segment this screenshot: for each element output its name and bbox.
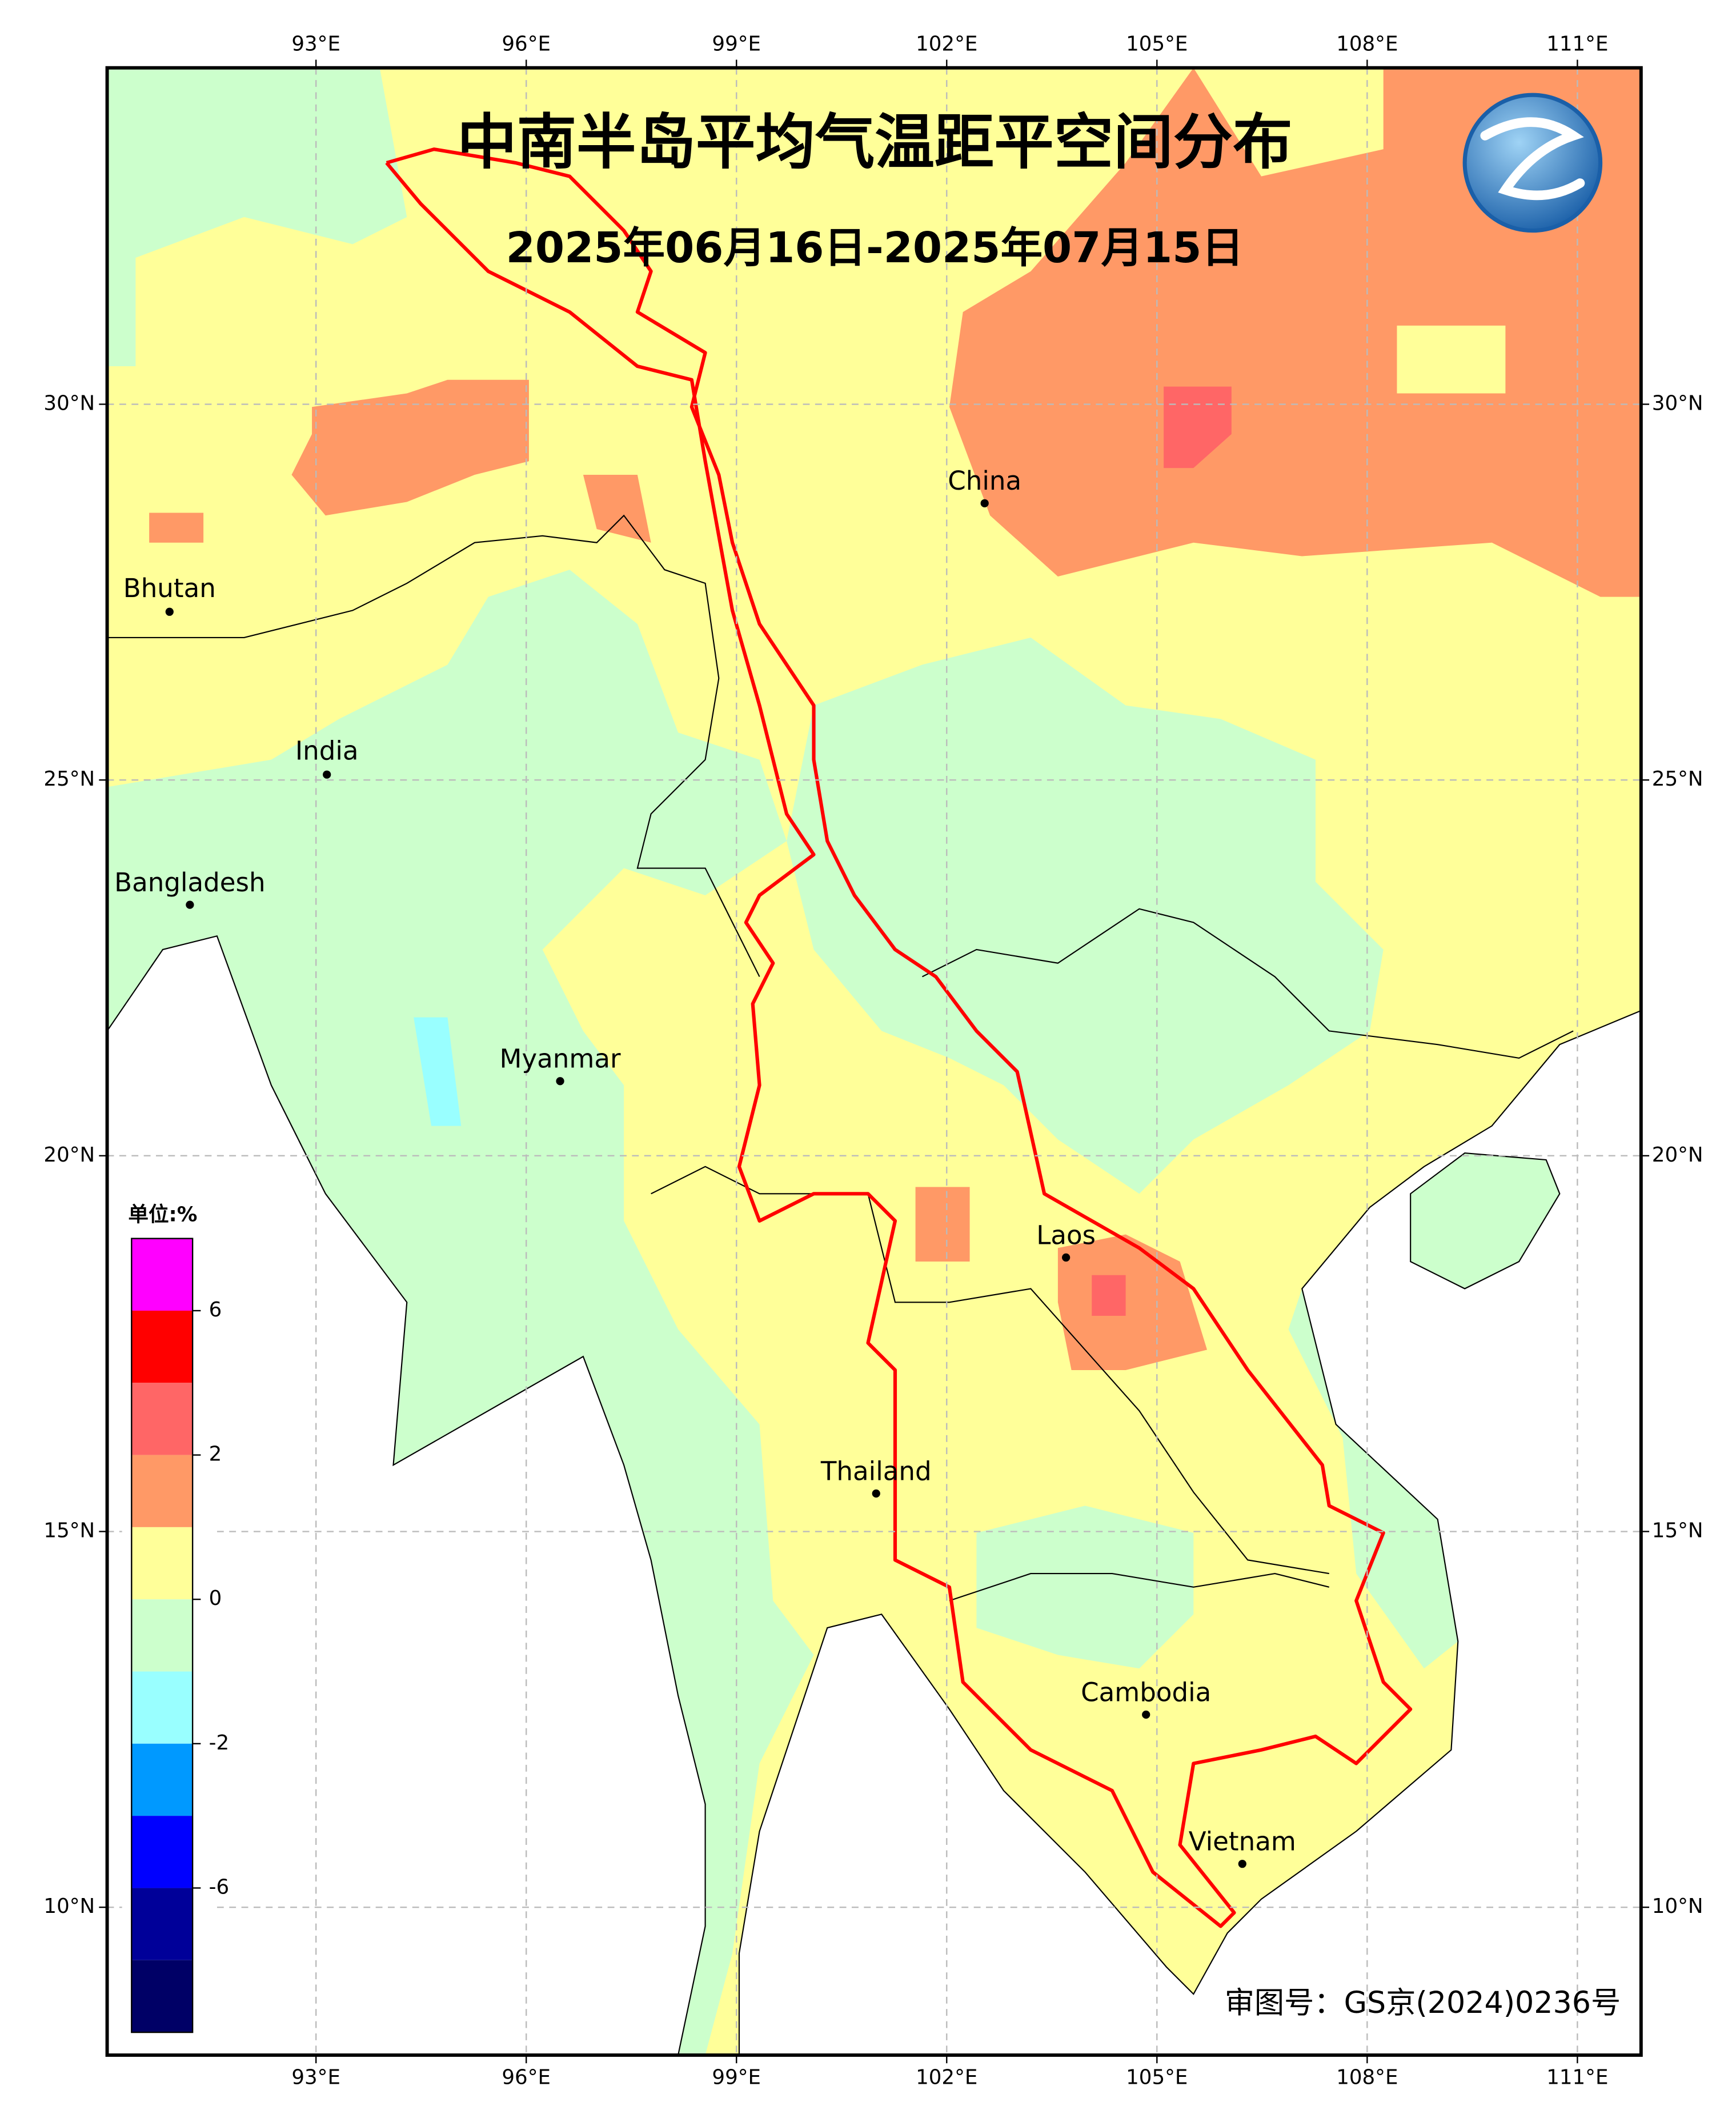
region <box>1288 1288 1458 1669</box>
place-dot <box>1238 1860 1246 1868</box>
lat-tick-label: 30°N <box>43 392 95 415</box>
lat-tick-label: 20°N <box>43 1143 95 1167</box>
legend-swatch <box>131 1743 193 1816</box>
region <box>414 1017 462 1126</box>
legend-swatch <box>131 1671 193 1744</box>
region <box>1092 1275 1126 1316</box>
lat-tick-label: 15°N <box>1652 1519 1703 1543</box>
lon-tick-label: 93°E <box>291 2065 340 2089</box>
place-label: Bangladesh <box>114 867 265 898</box>
legend-swatch <box>131 1238 193 1311</box>
review-number: 审图号：GS京(2024)0236号 <box>1225 1986 1621 2020</box>
region <box>1397 325 1506 394</box>
place-dot <box>165 607 174 616</box>
legend-frame <box>131 1238 194 2033</box>
country-border <box>949 1573 1329 1601</box>
legend-label: 6 <box>209 1298 222 1322</box>
legend-swatch <box>131 1816 193 1888</box>
legend-swatch <box>131 1310 193 1383</box>
place-label: Bhutan <box>123 573 216 603</box>
region <box>976 1506 1194 1669</box>
lat-tick-label: 25°N <box>1652 767 1703 791</box>
place-label: Laos <box>1036 1220 1096 1250</box>
place-label: China <box>948 466 1021 496</box>
place-dot <box>323 770 331 779</box>
region <box>107 67 407 367</box>
lon-tick-label: 93°E <box>291 32 340 55</box>
region <box>583 474 651 543</box>
places: China Bhutan India Bangladesh Myanmar La… <box>114 466 1296 1868</box>
coastline <box>107 935 706 2055</box>
place-label: Myanmar <box>500 1044 621 1074</box>
lat-tick-label: 30°N <box>1652 392 1703 415</box>
place-dot <box>556 1077 564 1086</box>
place-dot <box>186 900 194 909</box>
legend-label: 0 <box>209 1587 222 1610</box>
place-label: Cambodia <box>1081 1677 1211 1707</box>
legend-swatch <box>131 1383 193 1455</box>
region <box>149 513 204 543</box>
legend-label: -6 <box>209 1875 230 1899</box>
lon-tick-label: 105°E <box>1126 2065 1188 2089</box>
place-dot <box>1062 1253 1071 1262</box>
country-border <box>651 1166 1329 1575</box>
legend-label: 2 <box>209 1443 222 1466</box>
subtitle: 2025年06月16日-2025年07月15日 <box>506 224 1244 273</box>
country-border <box>107 514 760 977</box>
sea <box>107 936 705 2055</box>
title: 中南半岛平均气温距平空间分布 <box>457 107 1292 177</box>
coastline <box>738 1010 1641 2055</box>
lon-tick-label: 108°E <box>1336 32 1398 55</box>
island <box>1410 1152 1561 1290</box>
place-dot <box>980 499 989 507</box>
region <box>787 637 1384 1194</box>
lon-tick-label: 96°E <box>502 32 551 55</box>
region <box>1193 67 1384 177</box>
lon-tick-label: 99°E <box>712 2065 761 2089</box>
lon-tick-label: 111°E <box>1546 32 1608 55</box>
legend-swatch <box>131 1960 193 2033</box>
legend-swatch <box>131 1599 193 1672</box>
region <box>915 1187 970 1262</box>
lon-tick-label: 102°E <box>916 2065 977 2089</box>
place-label: India <box>295 736 359 766</box>
lon-tick-label: 105°E <box>1126 32 1188 55</box>
lon-tick-label: 108°E <box>1336 2065 1398 2089</box>
lon-tick-label: 102°E <box>916 32 977 55</box>
region <box>1057 1234 1208 1370</box>
legend-unit: 单位:% <box>128 1203 197 1226</box>
lon-tick-label: 96°E <box>502 2065 551 2089</box>
region <box>291 379 529 516</box>
lat-tick-label: 10°N <box>43 1895 95 1918</box>
ticks: 93°E 93°E 96°E 96°E 99°E 99°E 102°E 102°E 105°E 1… <box>43 32 1703 2089</box>
grid <box>107 67 1641 2055</box>
logo <box>1462 93 1603 233</box>
place-label: Vietnam <box>1189 1827 1296 1857</box>
lat-tick-label: 25°N <box>43 767 95 791</box>
basin-boundary <box>385 147 1413 1928</box>
place-dot <box>1142 1710 1150 1719</box>
region <box>949 67 1641 597</box>
place-label: Thailand <box>820 1456 932 1486</box>
region <box>1164 386 1232 469</box>
legend-swatch <box>131 1527 193 1600</box>
lat-tick-label: 15°N <box>43 1519 95 1543</box>
legend-swatch <box>131 1888 193 1960</box>
country-border <box>921 908 1574 1059</box>
legend-swatch <box>131 1455 193 1527</box>
sea <box>739 1010 1641 2055</box>
lat-tick-label: 20°N <box>1652 1143 1703 1167</box>
map-body: China Bhutan India Bangladesh Myanmar La… <box>107 67 1641 2055</box>
legend-label: -2 <box>209 1731 230 1755</box>
lon-tick-label: 99°E <box>712 32 761 55</box>
place-dot <box>872 1489 880 1498</box>
map-frame <box>105 66 1643 2057</box>
lon-tick-label: 111°E <box>1546 2065 1608 2089</box>
lat-tick-label: 10°N <box>1652 1895 1703 1918</box>
legend: 6 2 0 -2 -6 <box>131 1238 230 2033</box>
